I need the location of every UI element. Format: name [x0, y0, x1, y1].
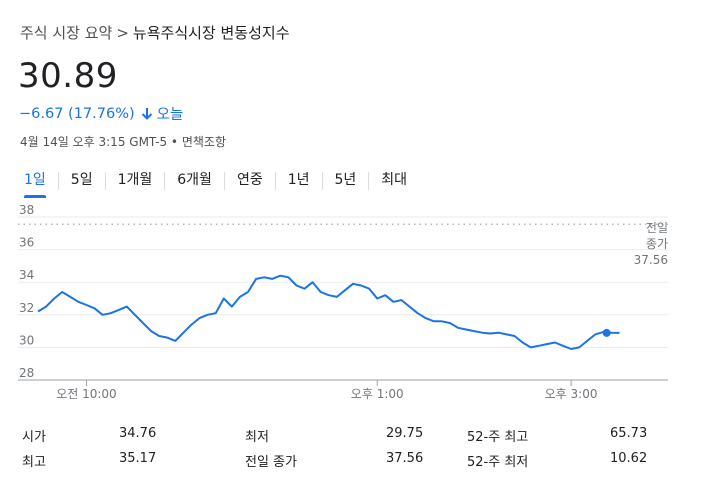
tab-divider [104, 172, 106, 190]
previous-close-label-1: 전일 [646, 221, 668, 235]
stat-open-label: 시가 [22, 430, 46, 445]
stat-52w-low-label: 52-주 최저 [467, 455, 529, 470]
tab-divider [164, 172, 166, 190]
stat-low-label: 최저 [245, 430, 269, 445]
x-tick-label: 오후 1:00 [351, 387, 404, 401]
y-tick-label: 30 [19, 333, 34, 347]
tab-5d[interactable]: 5일 [70, 172, 93, 188]
tab-divider [368, 172, 370, 190]
x-tick-label: 오후 3:00 [545, 387, 598, 401]
stat-prev-close-label: 전일 종가 [245, 455, 297, 470]
stat-52w-high-label: 52-주 최고 [467, 430, 529, 445]
current-price-marker [602, 328, 611, 337]
stat-high-label: 최고 [22, 455, 46, 470]
stat-low-value: 29.75 [386, 426, 424, 441]
stat-52w-high-value: 65.73 [610, 426, 648, 441]
tab-6m[interactable]: 6개월 [177, 172, 212, 188]
price-change: −6.67 (17.76%) 오늘 [19, 103, 183, 124]
y-tick-label: 34 [19, 268, 34, 282]
chart-grid [18, 216, 668, 381]
breadcrumb-parent-link[interactable]: 주식 시장 요약 [20, 24, 113, 42]
tab-1d[interactable]: 1일 [12, 167, 58, 198]
tab-max[interactable]: 최대 [381, 172, 408, 188]
y-tick-label: 36 [19, 236, 34, 250]
breadcrumb-separator: > [116, 24, 129, 42]
stat-high-value: 35.17 [119, 451, 157, 466]
tab-divider [321, 172, 323, 190]
price-chart[interactable]: 38 36 34 32 30 28 오전 10:00 오후 1:00 오후 3:00 전일 종… [0, 200, 717, 410]
current-price: 30.89 [18, 56, 118, 96]
x-axis-ticks: 오전 10:00 오후 1:00 오후 3:00 [56, 380, 597, 401]
stat-prev-close-value: 37.56 [386, 451, 424, 466]
quote-timestamp: 4월 14일 오후 3:15 GMT-5 • 면책조항 [20, 135, 226, 149]
range-tabs: 1일 5일 1개월 6개월 연중 1년 5년 최대 [12, 166, 419, 198]
x-tick-label: 오전 10:00 [56, 387, 116, 401]
stat-52w-low-value: 10.62 [610, 451, 648, 466]
tab-5y[interactable]: 5년 [334, 172, 357, 188]
price-line [37, 274, 620, 350]
price-change-period: 오늘 [156, 107, 184, 123]
tab-divider [223, 172, 225, 190]
tab-1y[interactable]: 1년 [287, 172, 310, 188]
breadcrumb: 주식 시장 요약 > 뉴욕주식시장 변동성지수 [20, 22, 290, 43]
y-axis-ticks: 38 36 34 32 30 28 [19, 203, 34, 380]
tab-divider [274, 172, 276, 190]
breadcrumb-current: 뉴욕주식시장 변동성지수 [132, 24, 290, 42]
tab-divider [57, 172, 59, 190]
stat-open-value: 34.76 [119, 426, 157, 441]
tab-ytd[interactable]: 연중 [236, 172, 263, 188]
y-tick-label: 38 [19, 203, 34, 217]
previous-close-value: 37.56 [634, 253, 668, 267]
tab-1m[interactable]: 1개월 [117, 172, 153, 188]
y-tick-label: 32 [19, 301, 34, 315]
arrow-down-icon [141, 107, 152, 120]
previous-close-label-2: 종가 [646, 237, 668, 251]
y-tick-label: 28 [19, 366, 34, 380]
price-change-value: −6.67 (17.76%) [19, 105, 135, 122]
